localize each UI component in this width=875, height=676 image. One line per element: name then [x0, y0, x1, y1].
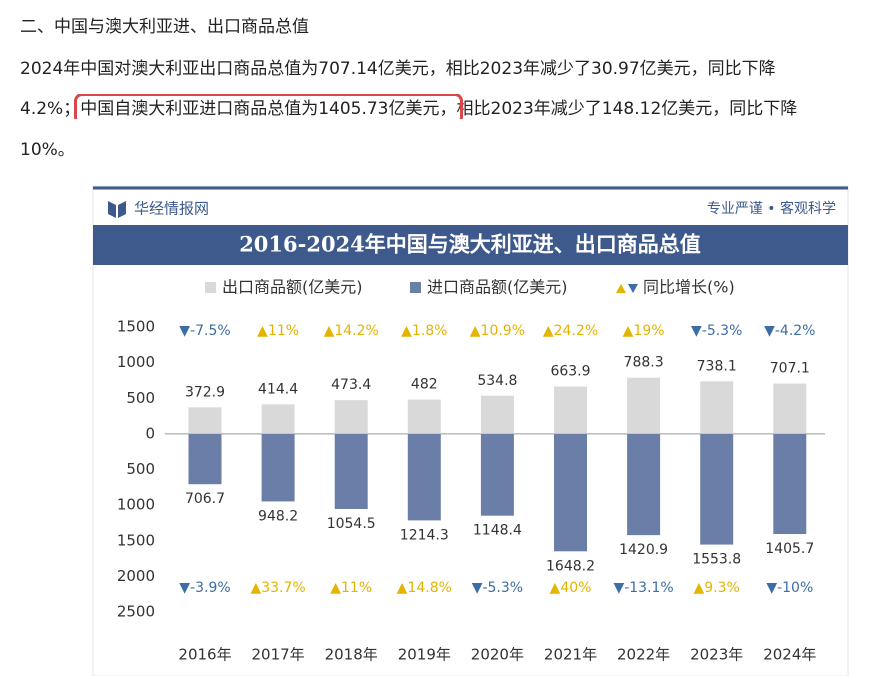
y-tick-label: 2000 [117, 567, 155, 585]
y-tick-label: 500 [126, 460, 155, 478]
bar [773, 433, 807, 535]
value-label: 1553.8 [692, 552, 741, 568]
growth-label: ▲33.7% [250, 580, 305, 596]
x-tick-label: 2020年 [471, 646, 524, 664]
y-tick-label: 0 [145, 424, 155, 442]
bar [480, 433, 514, 516]
bar [188, 433, 222, 485]
value-label: 534.8 [477, 373, 517, 389]
growth-label: ▲11% [257, 323, 299, 339]
x-tick-label: 2022年 [617, 646, 670, 664]
growth-label: ▲24.2% [543, 323, 598, 339]
bar [407, 399, 441, 434]
y-tick-label: 1500 [117, 531, 155, 549]
growth-label: ▲40% [550, 580, 592, 596]
value-label: 1648.2 [546, 558, 595, 574]
x-tick-label: 2019年 [398, 646, 451, 664]
bar [407, 433, 441, 521]
bar [554, 433, 587, 552]
paragraph-line: 4.2%；中国自澳大利亚进口商品总值为1405.73亿美元，相比2023年减少了… [20, 94, 875, 119]
bar [261, 433, 295, 502]
x-tick-label: 2024年 [763, 646, 816, 664]
value-label: 663.9 [550, 364, 590, 380]
legend-label: 同比增长(%) [643, 278, 735, 297]
value-label: 482 [411, 377, 438, 393]
bar [773, 383, 807, 434]
paragraph-line: 10%。 [20, 140, 75, 160]
bar [188, 407, 222, 434]
bar [700, 381, 734, 434]
value-label: 948.2 [258, 508, 298, 524]
bar [261, 404, 295, 434]
legend-icon [616, 284, 626, 293]
value-label: 788.3 [624, 355, 664, 371]
growth-label: ▼-5.3% [691, 323, 742, 339]
legend-label: 出口商品额(亿美元) [222, 278, 363, 297]
x-tick-label: 2023年 [690, 646, 743, 664]
y-tick-label: 2500 [117, 603, 155, 621]
value-label: 1214.3 [400, 527, 449, 543]
value-label: 1420.9 [619, 542, 668, 558]
y-tick-label: 1000 [117, 353, 155, 371]
growth-label: ▲1.8% [401, 323, 447, 339]
growth-label: ▼-10% [766, 580, 813, 596]
value-label: 1148.4 [473, 523, 522, 539]
logo [118, 201, 126, 218]
brand: 华经情报网 [134, 200, 209, 218]
logo [108, 201, 116, 218]
growth-label: ▲14.8% [397, 580, 452, 596]
growth-label: ▼-13.1% [613, 580, 673, 596]
value-label: 1405.7 [765, 541, 814, 557]
legend-icon [628, 284, 638, 293]
bar [554, 386, 587, 434]
growth-label: ▲10.9% [470, 323, 525, 339]
y-tick-label: 1500 [117, 318, 155, 336]
bar [480, 395, 514, 434]
value-label: 738.1 [697, 358, 737, 374]
growth-label: ▲14.2% [324, 323, 379, 339]
title-band [93, 225, 848, 265]
legend-swatch [205, 282, 216, 293]
value-label: 372.9 [185, 384, 225, 400]
growth-label: ▼-4.2% [764, 323, 815, 339]
bar [334, 433, 368, 510]
bar [700, 433, 734, 545]
heading: 二、中国与澳大利亚进、出口商品总值 [20, 17, 309, 37]
value-label: 1054.5 [327, 516, 376, 532]
growth-label: ▼-5.3% [472, 580, 523, 596]
x-tick-label: 2016年 [178, 646, 231, 664]
growth-label: ▼-3.9% [179, 580, 230, 596]
bar [627, 433, 661, 536]
text: 4.2%； [20, 99, 81, 119]
x-tick-label: 2017年 [252, 646, 305, 664]
y-tick-label: 1000 [117, 496, 155, 514]
growth-label: ▲9.3% [694, 580, 740, 596]
chart-title: 2016-2024年中国与澳大利亚进、出口商品总值 [239, 232, 701, 257]
y-tick-label: 500 [126, 389, 155, 407]
value-label: 473.4 [331, 377, 371, 393]
paragraph-line: 2024年中国对澳大利亚出口商品总值为707.14亿美元，相比2023年减少了3… [20, 59, 776, 79]
growth-label: ▲11% [330, 580, 372, 596]
slogan: 专业严谨 • 客观科学 [707, 200, 836, 217]
legend-swatch [410, 282, 421, 293]
bar [334, 400, 368, 434]
value-label: 707.1 [770, 360, 810, 376]
growth-label: ▲19% [623, 323, 665, 339]
text: 相比2023年减少了148.12亿美元，同比下降 [456, 99, 798, 119]
bar [627, 377, 661, 434]
value-label: 414.4 [258, 381, 298, 397]
growth-label: ▼-7.5% [179, 323, 230, 339]
highlight: 中国自澳大利亚进口商品总值为1405.73亿美元， [74, 94, 463, 119]
x-tick-label: 2021年 [544, 646, 597, 664]
x-tick-label: 2018年 [325, 646, 378, 664]
value-label: 706.7 [185, 491, 225, 507]
legend-label: 进口商品额(亿美元) [427, 278, 568, 297]
